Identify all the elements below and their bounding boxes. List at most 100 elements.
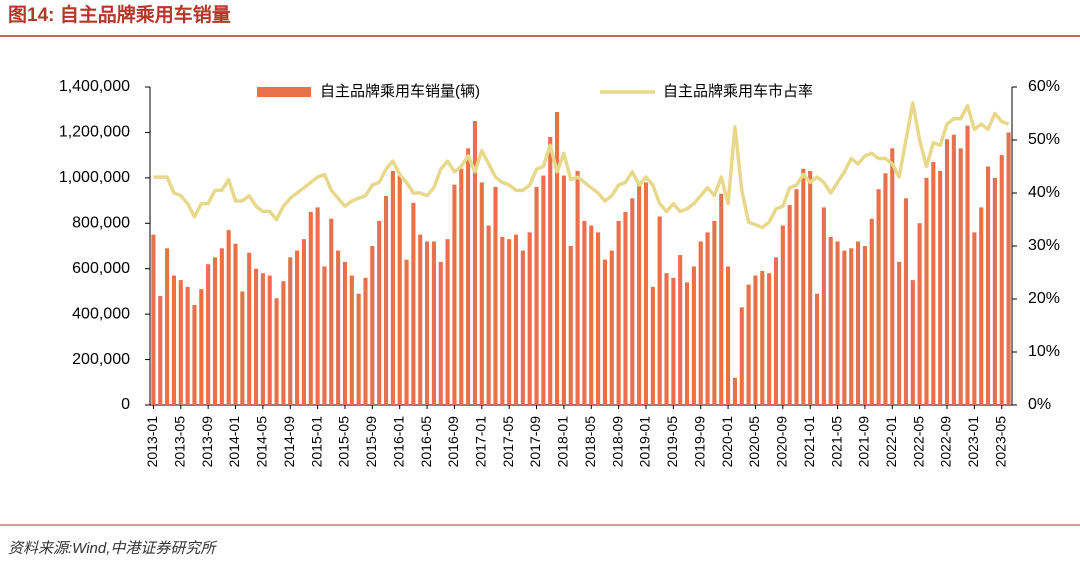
x-tick-label: 2017-05 bbox=[500, 416, 516, 468]
legend-label: 自主品牌乘用车销量(辆) bbox=[320, 83, 480, 100]
bar bbox=[390, 171, 395, 405]
bar bbox=[849, 248, 854, 405]
bar bbox=[185, 286, 190, 405]
bar bbox=[575, 171, 580, 405]
bar bbox=[199, 289, 204, 405]
bar bbox=[910, 280, 915, 405]
bar bbox=[219, 248, 224, 405]
x-tick-label: 2014-09 bbox=[281, 416, 297, 468]
bar bbox=[951, 134, 956, 405]
bar bbox=[938, 171, 943, 405]
bar bbox=[630, 198, 635, 405]
x-tick-label: 2015-01 bbox=[308, 416, 324, 468]
x-tick-label: 2021-01 bbox=[801, 416, 817, 468]
y2-tick-label: 40% bbox=[1028, 184, 1060, 201]
bar bbox=[425, 241, 430, 405]
bar bbox=[944, 139, 950, 405]
bar bbox=[684, 282, 690, 405]
bar bbox=[869, 218, 874, 405]
bar bbox=[349, 275, 354, 405]
bar bbox=[726, 266, 731, 405]
x-tick-label: 2016-09 bbox=[445, 416, 461, 468]
bar bbox=[814, 293, 820, 405]
bar bbox=[247, 252, 252, 405]
bar bbox=[171, 275, 176, 405]
bar bbox=[397, 175, 402, 405]
bar bbox=[548, 136, 553, 405]
bar bbox=[472, 121, 478, 406]
bar bbox=[459, 168, 464, 405]
bar bbox=[206, 264, 211, 405]
bar bbox=[418, 234, 423, 405]
bar bbox=[466, 148, 471, 406]
bar bbox=[479, 182, 484, 405]
bar bbox=[308, 211, 313, 405]
bar bbox=[165, 248, 170, 405]
y2-tick-label: 30% bbox=[1028, 237, 1060, 254]
bar bbox=[582, 221, 587, 405]
bar bbox=[158, 295, 163, 405]
x-tick-label: 2014-05 bbox=[254, 416, 270, 468]
x-tick-label: 2021-09 bbox=[856, 416, 872, 468]
bar bbox=[794, 189, 799, 405]
bar bbox=[787, 205, 792, 405]
x-tick-label: 2020-09 bbox=[774, 416, 790, 468]
y-tick-label: 400,000 bbox=[72, 305, 130, 322]
bar bbox=[972, 232, 977, 405]
bar bbox=[965, 125, 970, 405]
bar bbox=[1006, 132, 1011, 405]
bar bbox=[500, 236, 505, 405]
x-tick-label: 2017-09 bbox=[527, 416, 543, 468]
bar bbox=[212, 257, 218, 405]
x-tick-label: 2021-05 bbox=[828, 416, 844, 468]
bar bbox=[288, 257, 293, 405]
x-tick-label: 2014-01 bbox=[226, 416, 242, 468]
bar bbox=[281, 281, 286, 405]
bar bbox=[897, 261, 902, 405]
bar bbox=[452, 184, 457, 405]
bar bbox=[178, 280, 183, 405]
bar bbox=[780, 225, 785, 405]
bar bbox=[431, 241, 436, 405]
bar bbox=[835, 241, 840, 405]
y2-tick-label: 0% bbox=[1028, 396, 1051, 413]
y2-tick-label: 20% bbox=[1028, 290, 1060, 307]
bar bbox=[445, 239, 450, 405]
bar bbox=[377, 221, 382, 405]
x-tick-label: 2019-01 bbox=[637, 416, 653, 468]
bar bbox=[992, 177, 997, 405]
x-tick-label: 2019-05 bbox=[664, 416, 680, 468]
y-tick-label: 200,000 bbox=[72, 351, 130, 368]
bar bbox=[732, 377, 737, 405]
x-tick-label: 2018-05 bbox=[582, 416, 598, 468]
bar bbox=[862, 246, 867, 405]
x-tick-label: 2023-05 bbox=[992, 416, 1008, 468]
bar bbox=[267, 275, 272, 405]
bar bbox=[596, 232, 601, 405]
x-tick-label: 2016-05 bbox=[418, 416, 434, 468]
y-tick-label: 600,000 bbox=[72, 260, 130, 277]
bar bbox=[657, 216, 662, 405]
bar bbox=[411, 202, 416, 405]
bar bbox=[986, 166, 991, 405]
line bbox=[153, 101, 1010, 230]
bar bbox=[568, 246, 573, 405]
bar bbox=[691, 266, 696, 405]
x-tick-label: 2018-01 bbox=[555, 416, 571, 468]
y-tick-label: 1,200,000 bbox=[59, 124, 130, 141]
bar bbox=[650, 286, 655, 405]
bar bbox=[541, 175, 546, 405]
bar bbox=[233, 243, 238, 405]
bar bbox=[240, 291, 245, 405]
bar bbox=[828, 236, 833, 405]
bar bbox=[322, 266, 327, 405]
bar bbox=[821, 207, 826, 405]
bar bbox=[336, 250, 341, 405]
bar bbox=[383, 196, 389, 405]
x-tick-label: 2016-01 bbox=[390, 416, 406, 468]
x-tick-label: 2023-01 bbox=[965, 416, 981, 468]
bar bbox=[712, 221, 717, 405]
bar bbox=[520, 250, 525, 405]
bar bbox=[438, 261, 443, 405]
